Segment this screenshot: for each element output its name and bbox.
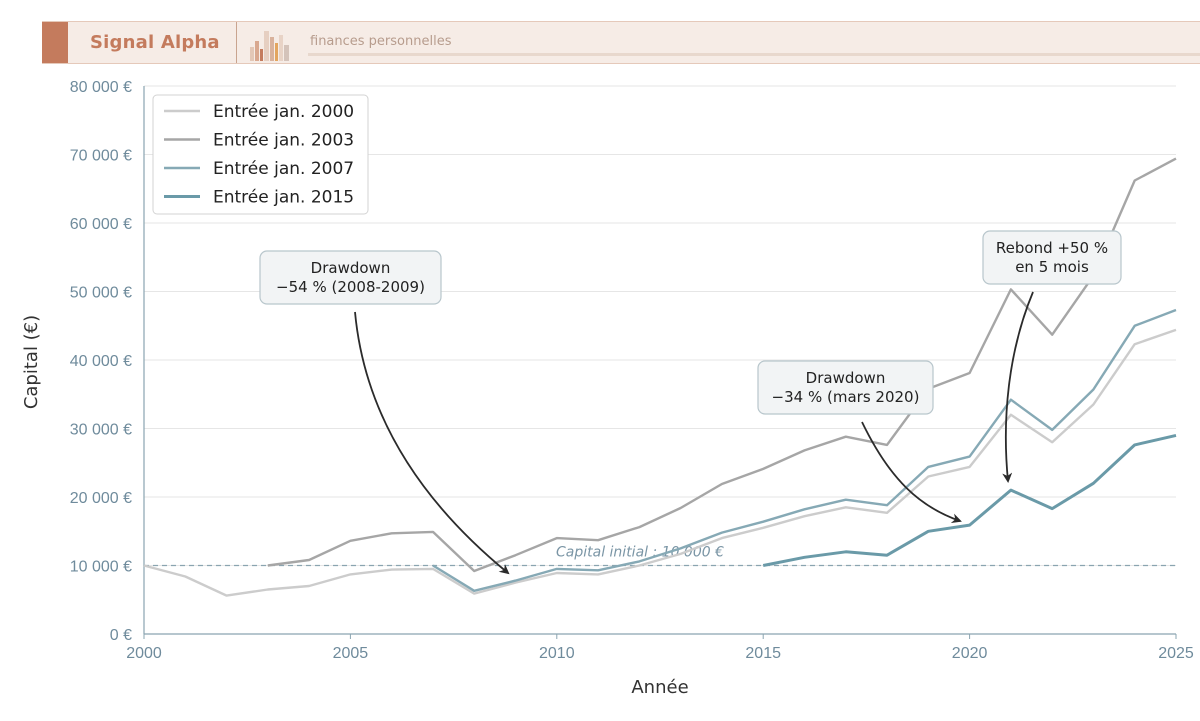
annotation-arrow <box>1002 291 1034 483</box>
brand-name: Signal Alpha <box>90 32 220 53</box>
annotation-arrow <box>354 311 510 575</box>
series-line-3 <box>432 308 1177 592</box>
annotation-arrow <box>861 421 962 524</box>
legend-label: Entrée jan. 2003 <box>213 131 354 151</box>
bar-chart-logo-icon <box>250 31 289 61</box>
x-tick-label: 2005 <box>333 645 369 662</box>
x-tick-label: 2015 <box>745 645 781 662</box>
annotations: Drawdown−54 % (2008-2009)Drawdown−34 % (… <box>259 230 1122 575</box>
tagline: finances personnelles <box>310 34 452 49</box>
y-tick-label: 10 000 € <box>70 559 132 576</box>
tick-labels: 0 € 10 000 € 20 000 € 30 000 € 40 000 € 50 00… <box>70 79 1194 662</box>
x-tick-label: 2000 <box>126 645 162 662</box>
x-tick-label: 2025 <box>1158 645 1194 662</box>
y-tick-label: 40 000 € <box>70 353 132 370</box>
legend-items: Entrée jan. 2000 Entrée jan. 2003 Entrée j… <box>164 102 354 208</box>
y-tick-label: 60 000 € <box>70 216 132 233</box>
brand-accent-block <box>42 22 68 63</box>
legend: Entrée jan. 2000 Entrée jan. 2003 Entrée j… <box>152 94 369 215</box>
y-axis-title: Capital (€) <box>21 315 42 409</box>
series-line-1 <box>143 328 1177 597</box>
y-tick-label: 70 000 € <box>70 148 132 165</box>
legend-label: Entrée jan. 2007 <box>213 159 354 179</box>
series-line-2 <box>267 157 1177 573</box>
annotation-line1: Drawdown <box>311 259 391 277</box>
annotation-line2: −54 % (2008-2009) <box>276 278 425 296</box>
annotation-line2: en 5 mois <box>1015 258 1089 276</box>
annotation-line1: Rebond +50 % <box>996 239 1108 257</box>
annotation-box <box>259 250 442 305</box>
x-axis-title: Année <box>631 677 688 698</box>
y-tick-label: 30 000 € <box>70 422 132 439</box>
annotation-line1: Drawdown <box>806 369 886 387</box>
x-tick-label: 2010 <box>539 645 575 662</box>
series-line-4 <box>762 433 1177 567</box>
annotation-line2: −34 % (mars 2020) <box>772 388 920 406</box>
y-tick-label: 80 000 € <box>70 79 132 96</box>
legend-box <box>152 94 369 215</box>
header-separator <box>236 22 237 63</box>
y-tick-label: 20 000 € <box>70 490 132 507</box>
series-lines <box>143 157 1177 597</box>
annotation-box <box>982 230 1122 285</box>
tagline-rule <box>308 53 1200 56</box>
legend-label: Entrée jan. 2015 <box>213 188 354 208</box>
x-tick-label: 2020 <box>952 645 988 662</box>
header-banner: Signal Alpha finances personnelles <box>42 21 1200 64</box>
legend-label: Entrée jan. 2000 <box>213 102 354 122</box>
y-tick-label: 0 € <box>110 627 132 644</box>
y-tick-label: 50 000 € <box>70 285 132 302</box>
annotation-box <box>757 360 934 415</box>
